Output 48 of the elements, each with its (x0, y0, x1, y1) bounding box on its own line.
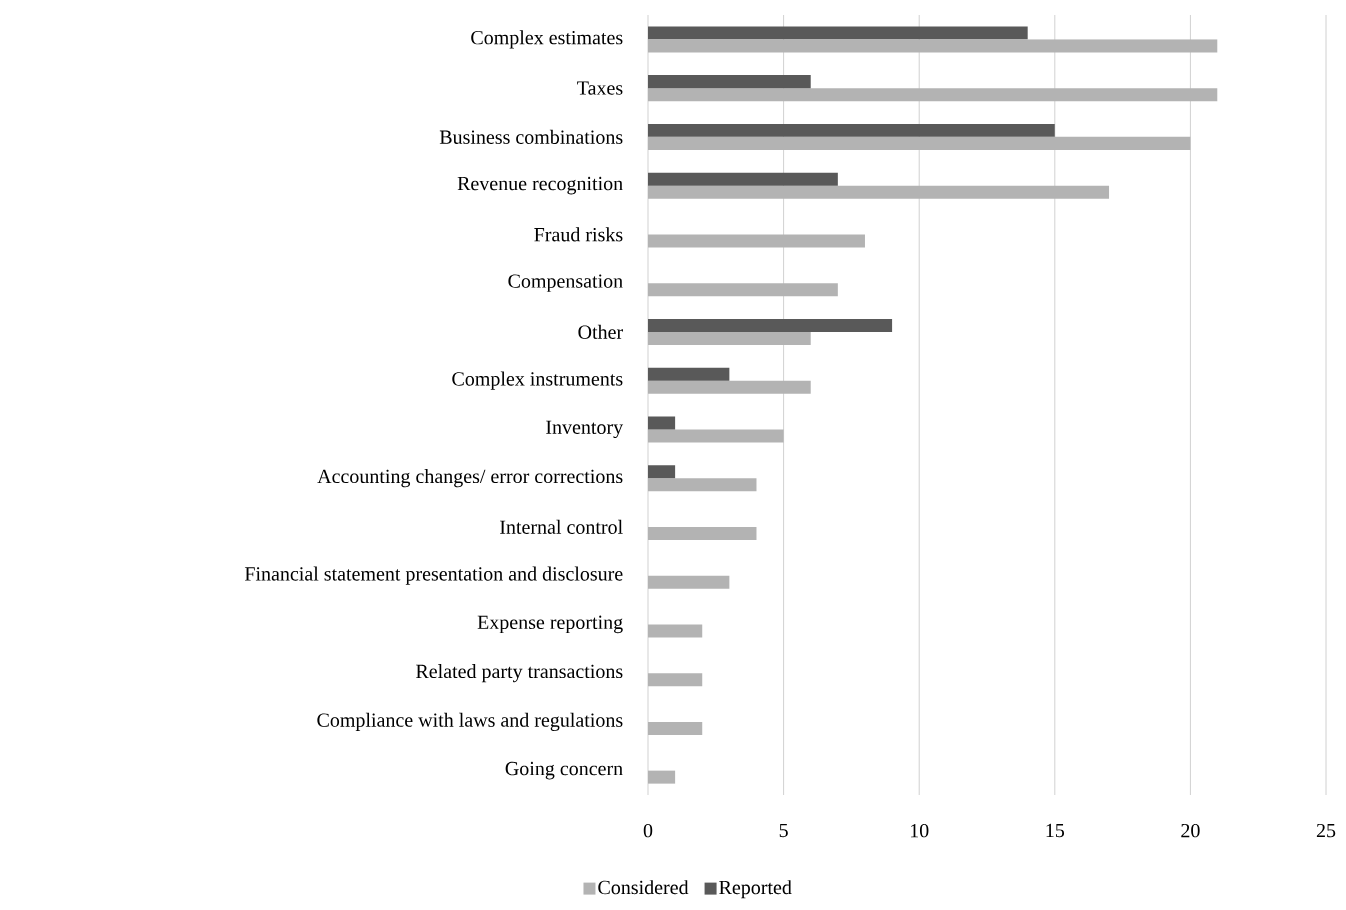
x-tick-label: 0 (643, 823, 653, 838)
bar (648, 721, 703, 735)
y-tick-label: Complex estimates (471, 30, 623, 49)
y-tick-label: Going concern (505, 761, 623, 780)
y-tick-label: Compensation (508, 274, 623, 292)
y-tick-label: Business combinations (439, 129, 623, 144)
y-tick-label: Complex instruments (452, 371, 623, 390)
y-tick-label: Inventory (546, 420, 624, 439)
bar (648, 575, 730, 589)
bar (648, 673, 703, 687)
bar (648, 367, 730, 381)
x-tick-label: 5 (779, 823, 788, 838)
bar (648, 172, 838, 186)
bar (648, 465, 676, 479)
bar (648, 526, 757, 540)
y-tick-label: Internal control (500, 519, 623, 534)
bar (648, 331, 811, 345)
y-tick-label: Related party transactions (416, 664, 623, 683)
y-tick-label: Accounting changes/ error corrections (317, 469, 623, 488)
bar (648, 234, 865, 248)
bar (648, 39, 1218, 53)
bar (648, 123, 1055, 137)
y-tick-label: Other (578, 324, 623, 339)
y-tick-label: Fraud risks (534, 227, 623, 242)
bar (648, 185, 1110, 199)
bar (648, 429, 784, 443)
bar (648, 75, 811, 89)
bar (648, 770, 676, 784)
bar (648, 136, 1191, 150)
y-tick-label: Financial statement presentation and disclosure (244, 566, 623, 585)
y-tick-label: Revenue recognition (457, 176, 623, 195)
bar (648, 416, 676, 430)
bar (648, 88, 1218, 102)
x-tick-label: 20 (1181, 823, 1200, 838)
x-tick-label: 25 (1316, 823, 1336, 838)
legend-label: Reported (719, 880, 792, 899)
x-tick-label: 10 (910, 823, 929, 838)
bar (648, 283, 838, 297)
bar (648, 478, 757, 492)
y-tick-label: Expense reporting (477, 615, 623, 634)
y-tick-label: Taxes (577, 81, 623, 95)
legend-label: Considered (598, 880, 689, 895)
bar (648, 624, 703, 638)
bar (648, 26, 1028, 40)
y-tick-label: Compliance with laws and regulations (317, 712, 623, 731)
bar (648, 318, 893, 332)
bar (648, 380, 811, 394)
x-tick-label: 15 (1046, 823, 1065, 838)
